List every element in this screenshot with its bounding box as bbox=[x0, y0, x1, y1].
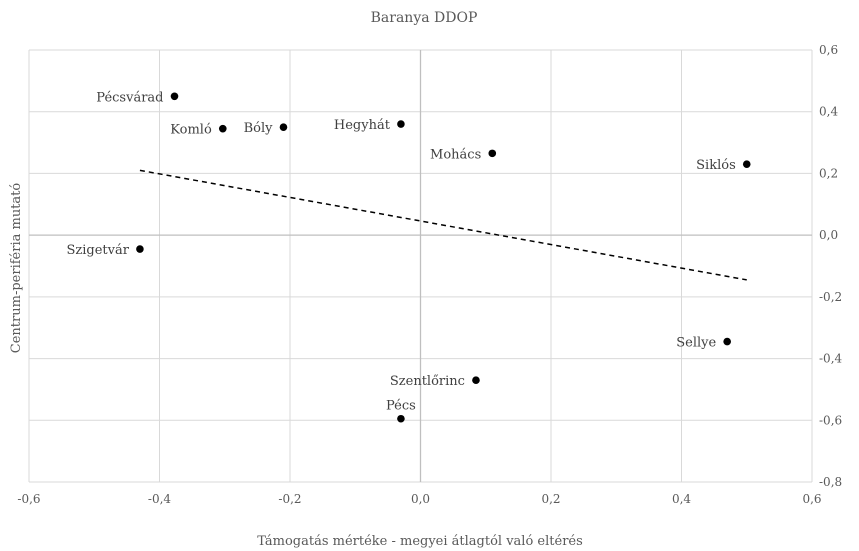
y-tick-label: -0,2 bbox=[819, 290, 842, 304]
y-tick-label: -0,6 bbox=[819, 413, 842, 427]
data-point bbox=[742, 160, 751, 168]
data-point bbox=[397, 414, 405, 423]
data-label: Komló bbox=[170, 123, 212, 138]
data-label: Szentlőrinc bbox=[390, 374, 465, 389]
data-point bbox=[136, 245, 144, 253]
x-tick-label: 0,6 bbox=[802, 492, 821, 506]
x-tick-label: 0,4 bbox=[672, 492, 691, 506]
x-tick-label: 0,0 bbox=[411, 492, 430, 506]
data-point bbox=[170, 92, 179, 101]
x-tick-label: -0,2 bbox=[278, 492, 301, 506]
y-tick-label: 0,4 bbox=[819, 105, 838, 119]
x-tick-label: 0,2 bbox=[541, 492, 560, 506]
data-label: Pécs bbox=[386, 399, 416, 414]
y-tick-label: -0,8 bbox=[819, 475, 842, 489]
data-label: Szigetvár bbox=[66, 243, 129, 258]
y-tick-label: -0,4 bbox=[819, 352, 843, 366]
data-label: Bóly bbox=[244, 121, 274, 136]
y-tick-label: 0,0 bbox=[819, 228, 838, 242]
data-label: Mohács bbox=[430, 147, 481, 162]
trendline bbox=[139, 169, 747, 281]
data-label: Sellye bbox=[676, 336, 716, 351]
data-point bbox=[397, 120, 405, 128]
trendline-group bbox=[139, 169, 747, 281]
data-label: Hegyhát bbox=[334, 118, 391, 133]
data-point bbox=[218, 124, 227, 133]
chart-title: Baranya DDOP bbox=[371, 10, 478, 26]
axes bbox=[29, 50, 812, 482]
x-tick-label: -0,6 bbox=[17, 492, 40, 506]
x-tick-label: -0,4 bbox=[148, 492, 172, 506]
data-point bbox=[488, 149, 497, 158]
y-axis-title: Centrum-periféria mutató bbox=[9, 183, 24, 354]
x-axis-title: Támogatás mértéke - megyei átlagtól való… bbox=[257, 534, 583, 549]
data-points: Pécsvárad Komló Bóly Hegyhát Mohács Siklós Szi… bbox=[66, 90, 751, 423]
data-point bbox=[279, 123, 288, 131]
y-tick-labels: 0,6 0,4 0,2 0,0 -0,2 -0,4 -0,6 -0,8 bbox=[819, 43, 843, 489]
data-point bbox=[723, 337, 731, 346]
x-tick-labels: -0,6 -0,4 -0,2 0,0 0,2 0,4 0,6 bbox=[17, 492, 821, 506]
y-tick-label: 0,2 bbox=[819, 166, 838, 180]
data-label: Siklós bbox=[696, 158, 736, 173]
y-tick-label: 0,6 bbox=[819, 43, 838, 57]
data-label: Pécsvárad bbox=[96, 90, 163, 105]
data-point bbox=[472, 376, 480, 384]
